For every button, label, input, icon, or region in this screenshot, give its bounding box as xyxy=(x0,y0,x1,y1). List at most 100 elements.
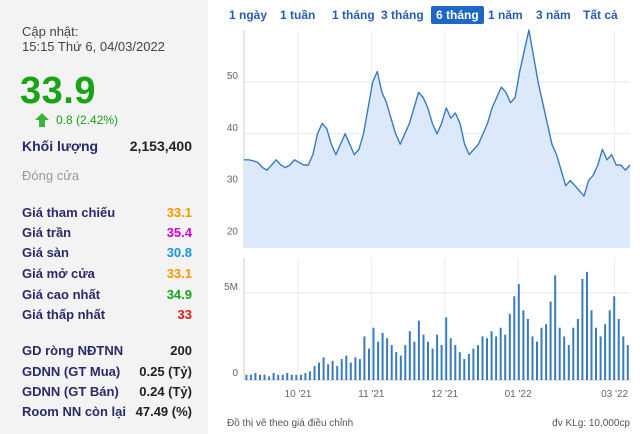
volume-bar xyxy=(454,345,457,380)
volume-bar xyxy=(390,345,393,380)
volume-bar xyxy=(422,334,425,380)
volume-row: Khối lượng 2,153,400 xyxy=(22,138,192,154)
tab-1-week[interactable]: 1 tuần xyxy=(280,8,316,22)
up-arrow-icon xyxy=(35,113,49,127)
tab-1-day[interactable]: 1 ngày xyxy=(229,8,268,22)
volume-bar xyxy=(295,374,298,380)
stat-label: Giá trần xyxy=(22,225,72,240)
volume-bar xyxy=(249,374,252,380)
volume-bar xyxy=(313,366,316,380)
volume-bar xyxy=(259,374,261,380)
foreign-value: 47.49 (%) xyxy=(135,404,192,419)
volume-bar xyxy=(517,284,520,380)
volume-bar xyxy=(272,373,275,380)
chart-note: Đồ thị vẽ theo giá điều chỉnh xyxy=(227,418,354,429)
volume-bar xyxy=(254,373,257,380)
volume-bar xyxy=(599,336,602,380)
stock-info-panel: Cập nhật: 15:15 Thứ 6, 04/03/2022 33.9 0… xyxy=(0,0,208,434)
volume-bar xyxy=(322,357,325,380)
axis-labels-layer: 20 30 40 50 10 '21 11 '21 12 '21 01 '22 03 '22 5M… xyxy=(224,71,628,400)
price-line xyxy=(244,29,631,197)
volume-zero-label: 0 xyxy=(232,368,238,379)
tab-1-year[interactable]: 1 năm xyxy=(488,8,523,22)
tab-3-months[interactable]: 3 tháng xyxy=(381,8,424,22)
tab-1-month[interactable]: 1 tháng xyxy=(332,8,375,22)
volume-bar xyxy=(290,374,293,380)
stat-label: Giá thấp nhất xyxy=(22,307,106,322)
volume-bar xyxy=(595,327,597,380)
session-status: Đóng cửa xyxy=(22,168,80,183)
foreign-buy-value: GDNN (GT Mua) 0.25 (Tỷ) xyxy=(22,364,192,379)
tab-3-years[interactable]: 3 năm xyxy=(536,8,571,22)
volume-bar xyxy=(495,336,498,380)
tab-6-months[interactable]: 6 tháng xyxy=(431,6,484,24)
x-tick-label: 11 '21 xyxy=(358,389,385,400)
tab-all[interactable]: Tất cả xyxy=(583,8,618,22)
volume-bar xyxy=(613,296,616,380)
volume-bar xyxy=(540,327,543,380)
foreign-value: 0.25 (Tỷ) xyxy=(139,364,192,379)
stat-value: 35.4 xyxy=(166,225,192,240)
price-tick-label: 40 xyxy=(227,123,239,134)
volume-bar xyxy=(467,353,470,380)
volume-bars-layer xyxy=(245,271,629,380)
volume-bar xyxy=(581,278,584,380)
volume-bar xyxy=(377,341,380,380)
volume-bar xyxy=(354,357,357,380)
stat-value: 30.8 xyxy=(166,245,192,260)
volume-bar xyxy=(436,334,439,380)
volume-bar xyxy=(490,331,493,380)
volume-bar xyxy=(626,345,629,380)
stat-open-price: Giá mở cửa 33.1 xyxy=(22,266,192,281)
volume-bar xyxy=(381,332,384,380)
stat-high-price: Giá cao nhất 34.9 xyxy=(22,287,192,302)
volume-bar xyxy=(281,374,284,380)
volume-bar xyxy=(545,324,548,380)
volume-bar xyxy=(336,366,339,380)
volume-bar xyxy=(608,310,611,380)
volume-bar xyxy=(458,352,461,380)
volume-bar xyxy=(404,345,407,380)
volume-bar xyxy=(431,348,434,380)
price-change: 0.8 (2.42%) xyxy=(34,112,118,128)
volume-bar xyxy=(590,310,593,380)
stat-label: Giá mở cửa xyxy=(22,266,95,281)
volume-bar xyxy=(513,296,516,380)
current-price: 33.9 xyxy=(20,70,96,112)
volume-bar xyxy=(622,336,625,380)
volume-bar xyxy=(286,373,289,380)
volume-bar xyxy=(481,336,484,380)
volume-bar xyxy=(340,359,343,380)
stat-ceiling-price: Giá trần 35.4 xyxy=(22,225,192,240)
foreign-room-remaining: Room NN còn lại 47.49 (%) xyxy=(22,404,192,419)
volume-bar xyxy=(349,362,352,380)
volume-bar xyxy=(486,338,488,380)
update-label: Cập nhật: xyxy=(22,24,79,39)
stat-value: 33 xyxy=(177,307,192,322)
volume-bar xyxy=(554,275,557,380)
volume-bar xyxy=(617,319,620,380)
stat-low-price: Giá thấp nhất 33 xyxy=(22,307,192,322)
volume-bar xyxy=(508,313,511,380)
volume-bar xyxy=(472,348,475,380)
volume-bar xyxy=(408,331,411,380)
price-tick-label: 20 xyxy=(227,227,239,238)
volume-bar xyxy=(327,364,330,380)
foreign-label: Room NN còn lại xyxy=(22,404,127,419)
x-tick-label: 12 '21 xyxy=(431,389,458,400)
stat-value: 34.9 xyxy=(166,287,192,302)
volume-bar xyxy=(504,334,507,380)
stat-reference-price: Giá tham chiếu 33.1 xyxy=(22,205,192,220)
stat-label: Giá tham chiếu xyxy=(22,205,116,220)
x-tick-label: 01 '22 xyxy=(505,389,532,400)
volume-bar xyxy=(440,345,443,380)
foreign-value: 200 xyxy=(170,343,192,358)
volume-bar xyxy=(268,376,271,380)
volume-bar xyxy=(263,374,266,380)
foreign-net-trade: GD ròng NĐTNN 200 xyxy=(22,343,192,358)
volume-bar xyxy=(576,319,579,380)
price-area-layer xyxy=(244,29,631,248)
stat-value: 33.1 xyxy=(166,266,192,281)
volume-bar xyxy=(427,341,429,380)
volume-tick-label: 5M xyxy=(224,282,238,293)
